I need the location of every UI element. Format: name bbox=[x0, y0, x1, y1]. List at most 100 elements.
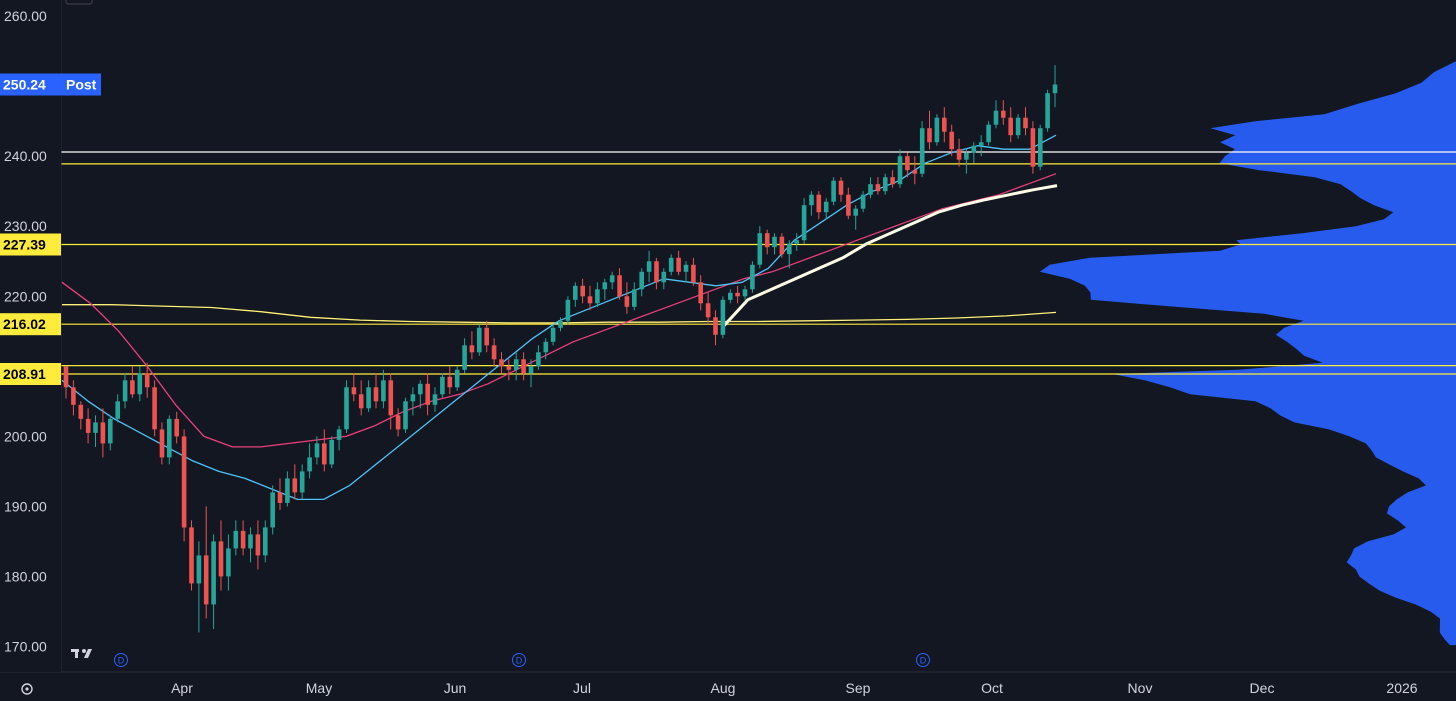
price-tag-label: 216.02 bbox=[3, 316, 46, 332]
candle-body bbox=[263, 527, 268, 556]
settings-gear-icon[interactable] bbox=[21, 683, 33, 695]
candle-body bbox=[632, 289, 637, 307]
candle-up bbox=[993, 100, 999, 129]
candle-down bbox=[144, 362, 150, 398]
candle-body bbox=[115, 401, 120, 419]
candle-up bbox=[418, 380, 423, 409]
candle-body bbox=[1001, 110, 1006, 118]
time-tick-label: 2026 bbox=[1386, 680, 1417, 696]
candle-body bbox=[477, 327, 482, 353]
time-tick-label: Sep bbox=[846, 680, 871, 696]
candle-body bbox=[499, 359, 504, 367]
price-tags: 250.24 Post 227.39 216.02 208.91 bbox=[0, 73, 101, 385]
candle-body bbox=[565, 299, 571, 321]
candle-down bbox=[1030, 121, 1036, 174]
candle-body bbox=[366, 387, 371, 409]
candle-body bbox=[853, 208, 858, 216]
candle-up bbox=[883, 173, 888, 195]
candle-body bbox=[927, 128, 932, 143]
candle-body bbox=[307, 457, 312, 472]
candle-body bbox=[469, 345, 475, 353]
candle-up bbox=[1045, 89, 1050, 132]
candle-body bbox=[912, 170, 918, 174]
volume-profile bbox=[1039, 61, 1456, 646]
candle-body bbox=[905, 156, 910, 171]
tradingview-logo-icon[interactable] bbox=[71, 649, 92, 658]
candle-body bbox=[336, 429, 342, 440]
candle-down bbox=[189, 520, 194, 591]
price-tag: 227.39 bbox=[0, 233, 61, 256]
price-tag-label: 208.91 bbox=[3, 366, 46, 382]
candle-down bbox=[322, 429, 327, 472]
candlesticks bbox=[63, 65, 1058, 633]
volume-profile-shape bbox=[1039, 61, 1456, 646]
price-axis-background bbox=[0, 0, 61, 672]
candle-body bbox=[1023, 117, 1028, 129]
candle-body bbox=[580, 285, 585, 297]
candle-body bbox=[506, 366, 512, 370]
candle-down bbox=[1008, 107, 1013, 143]
time-tick-label: May bbox=[306, 680, 332, 696]
candle-body bbox=[203, 555, 209, 605]
candle-up bbox=[1038, 124, 1043, 171]
candle-up bbox=[683, 261, 689, 283]
candle-up bbox=[115, 394, 120, 423]
candle-body bbox=[934, 117, 940, 143]
candle-up bbox=[285, 471, 290, 507]
candle-body bbox=[654, 261, 659, 283]
candle-down bbox=[1023, 107, 1028, 136]
candle-body bbox=[454, 369, 460, 388]
time-tick-label: Aug bbox=[711, 680, 736, 696]
candle-body bbox=[329, 439, 334, 465]
candle-body bbox=[1045, 93, 1050, 129]
candle-up bbox=[831, 177, 836, 206]
candle-body bbox=[358, 394, 364, 409]
dividend-marker[interactable]: D bbox=[114, 653, 128, 667]
candle-up bbox=[809, 191, 814, 216]
candle-body bbox=[816, 194, 822, 213]
price-tick-label: 220.00 bbox=[4, 288, 47, 304]
candle-down bbox=[624, 282, 630, 314]
candle-up bbox=[108, 415, 113, 451]
candle-body bbox=[1015, 117, 1021, 136]
toolbar-button-edge[interactable] bbox=[65, 0, 93, 5]
candle-body bbox=[108, 418, 113, 444]
candle-body bbox=[978, 142, 984, 146]
candle-down bbox=[949, 124, 954, 157]
candle-body bbox=[668, 257, 674, 272]
candle-up bbox=[263, 520, 268, 563]
candle-down bbox=[890, 170, 895, 188]
candle-down bbox=[174, 411, 179, 444]
candle-body bbox=[794, 240, 799, 244]
candle-body bbox=[395, 415, 401, 430]
dividend-marker[interactable]: D bbox=[512, 653, 526, 667]
candle-body bbox=[587, 296, 593, 304]
candle-body bbox=[1008, 117, 1013, 136]
candle-down bbox=[388, 373, 394, 430]
candle-body bbox=[846, 194, 851, 216]
candle-down bbox=[735, 285, 740, 304]
dividend-marker[interactable]: D bbox=[916, 653, 930, 667]
anchored-vwap-line bbox=[722, 184, 1058, 327]
time-axis[interactable]: Apr May Jun Jul Aug Sep Oct Nov Dec 2026 bbox=[171, 680, 1418, 696]
candle-body bbox=[491, 345, 497, 360]
candle-down bbox=[395, 408, 401, 437]
candle-down bbox=[764, 229, 770, 255]
candle-body bbox=[521, 359, 526, 374]
candle-down bbox=[255, 520, 261, 570]
candle-body bbox=[698, 282, 703, 304]
candle-up bbox=[432, 387, 438, 412]
candle-down bbox=[816, 191, 822, 220]
price-axis[interactable]: 260.00 240.00 230.00 220.00 200.00 190.00 180.… bbox=[0, 0, 61, 672]
candle-up bbox=[543, 338, 549, 360]
time-tick-label: Nov bbox=[1128, 680, 1153, 696]
time-tick-label: Dec bbox=[1250, 680, 1275, 696]
price-tag-box bbox=[0, 313, 61, 336]
candle-body bbox=[956, 149, 962, 160]
ma-mid-line bbox=[61, 173, 1057, 448]
candle-body bbox=[299, 471, 305, 493]
candle-up bbox=[757, 226, 763, 269]
